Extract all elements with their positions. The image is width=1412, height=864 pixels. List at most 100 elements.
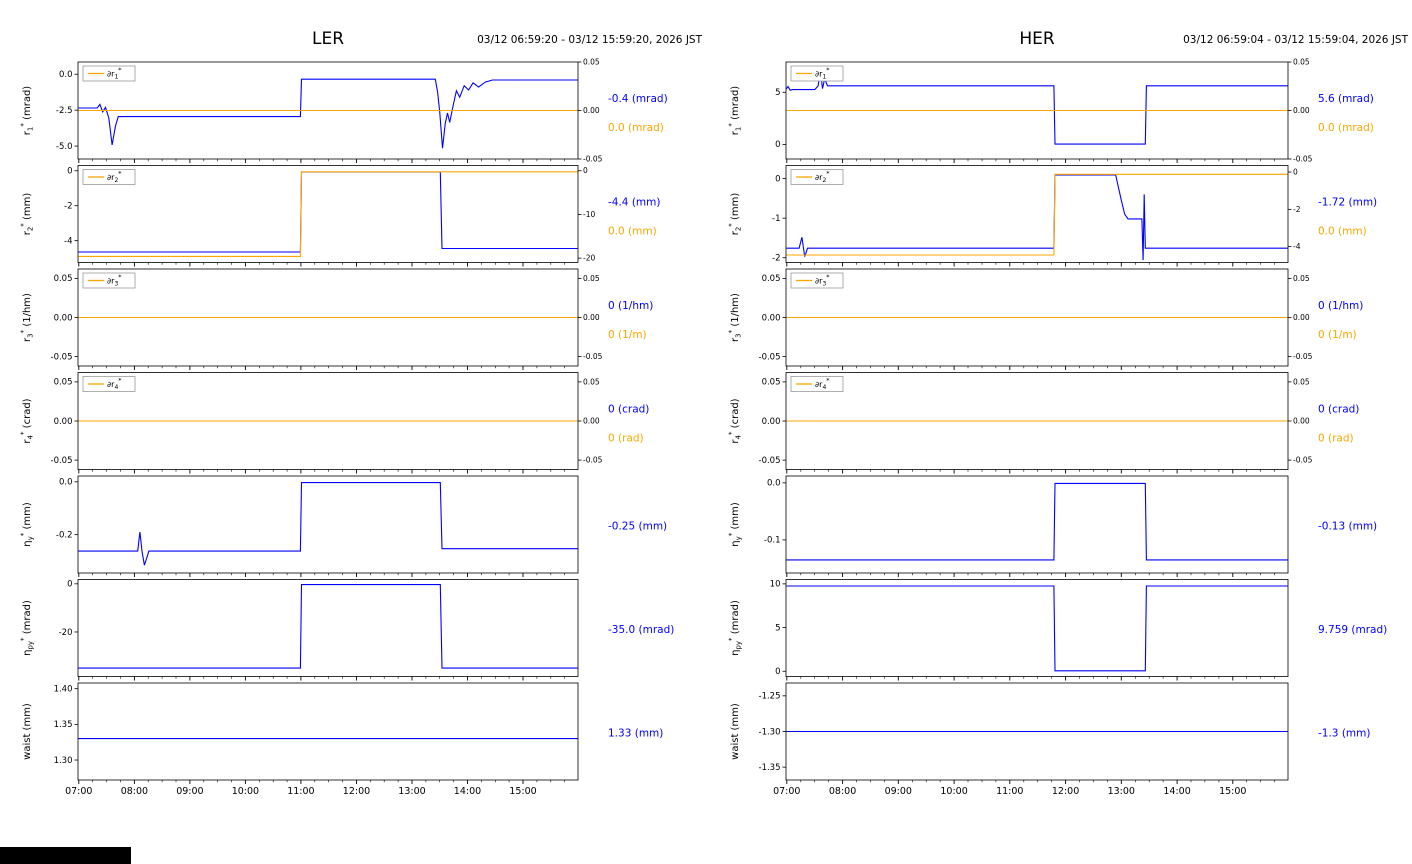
readout-value: 0 (1/hm) — [1318, 300, 1363, 312]
readout-value: -0.4 (mrad) — [608, 93, 668, 105]
series-group — [786, 69, 1288, 145]
legend-label: ∂r3* — [107, 273, 122, 288]
y-axis-label: waist (mm) — [730, 703, 741, 760]
y-axis-label: ηy* (mm) — [728, 502, 743, 547]
ler-plot-r2: 0 -2 -4 0 -10 -20 ∂r2* r2* (mm) -4.4 (mm) 0.0 (mm… — [20, 165, 660, 267]
plot-bg — [78, 476, 578, 573]
legend-box — [790, 65, 844, 82]
y-axis-label: ηpy* (mrad) — [20, 600, 35, 656]
series-group — [786, 173, 1288, 261]
series-line-eta-py-star — [786, 585, 1288, 672]
right-tick-label: 0.05 — [1293, 274, 1310, 283]
series-line-eta-y-star — [786, 482, 1288, 561]
legend: ∂r4* — [790, 376, 844, 392]
y-tick-label: 0.00 — [762, 313, 781, 323]
y-tick-label: -1.30 — [759, 727, 781, 737]
right-tick-label: 0 — [583, 166, 588, 175]
y-axis-label: r4* (crad) — [728, 398, 743, 443]
x-tick-label: 11:00 — [287, 786, 314, 797]
right-tick-label: 0 — [1293, 168, 1298, 177]
right-tick-label: 0.00 — [583, 106, 600, 115]
ler-plot-eta-py: 0 -20 ηpy* (mrad) -35.0 (mrad) — [20, 579, 674, 681]
x-tick-label: 09:00 — [885, 786, 912, 797]
readout-value: 0 (crad) — [1318, 403, 1359, 415]
series-group — [78, 482, 578, 566]
y-tick-label: 0.05 — [54, 274, 73, 284]
plot-frame — [785, 165, 1289, 263]
y-axis-label: r3* (1/hm) — [728, 293, 743, 342]
ler-plot-r4: 0.05 0.00 -0.05 0.05 0.00 -0.05 ∂r4* r4* (crad)… — [20, 372, 649, 474]
readout-value: -1.72 (mm) — [1318, 196, 1377, 208]
y-tick-label: 0 — [775, 140, 780, 150]
y-tick-label: -2.5 — [56, 106, 73, 116]
series-group — [78, 584, 578, 669]
x-tick-label: 14:00 — [454, 786, 481, 797]
right-tick-label: 0.05 — [1293, 58, 1310, 67]
plot-frame — [77, 165, 579, 263]
legend-label: ∂r1* — [815, 66, 830, 81]
right-tick-label: -10 — [583, 210, 595, 219]
y-tick-label: 0.05 — [762, 274, 781, 284]
legend-box — [82, 272, 136, 289]
y-tick-label: -1 — [772, 214, 780, 224]
y-tick-label: 0.00 — [54, 313, 73, 323]
y-axis-label: ηpy* (mrad) — [728, 600, 743, 656]
y-tick-label: 0 — [775, 174, 780, 184]
right-tick-label: -20 — [583, 254, 595, 263]
legend-label: ∂r1* — [107, 66, 122, 81]
readout-value: 0.0 (mm) — [1318, 225, 1367, 237]
x-ticks — [786, 159, 1275, 163]
legend-box — [82, 376, 136, 392]
readout-value: 0 (1/m) — [1318, 329, 1357, 341]
plot-frame — [785, 579, 1289, 677]
x-ticks — [78, 676, 566, 681]
y-tick-label: 0 — [775, 667, 780, 677]
readout-value: 0 (1/m) — [608, 329, 647, 341]
legend-label: ∂r3* — [815, 273, 830, 288]
y-tick-label: -4 — [64, 236, 72, 246]
readout-value: 0 (rad) — [608, 432, 644, 444]
y-tick-label: -0.05 — [759, 352, 781, 362]
legend: ∂r1* — [82, 65, 136, 82]
right-tick-label: 0.05 — [1293, 377, 1310, 386]
y-tick-label: -0.05 — [759, 456, 781, 466]
x-ticks — [786, 676, 1275, 681]
x-tick-label: 07:00 — [65, 786, 92, 797]
plot-frame — [785, 475, 1289, 574]
series-group — [78, 171, 578, 257]
x-ticks — [78, 366, 566, 370]
series-line-dr2 — [786, 173, 1288, 256]
x-ticks — [786, 780, 1275, 784]
y-tick-label: 0.0 — [767, 479, 781, 489]
y-tick-label: 0 — [67, 580, 72, 590]
ler-plot-r1: 0.0 -2.5 -5.0 0.05 0.00 -0.05 ∂r1* r1* (mrad) -0… — [20, 58, 668, 164]
series-line-r1-star — [78, 78, 578, 149]
legend-box — [82, 169, 136, 185]
y-axis-label: r4* (crad) — [20, 398, 35, 443]
x-tick-label: 09:00 — [176, 786, 203, 797]
y-tick-label: -0.2 — [56, 530, 73, 540]
panel-title-her: HER — [1019, 29, 1055, 49]
y-tick-label: 0 — [67, 167, 72, 177]
series-group — [786, 482, 1288, 561]
her-plot-r4: 0.05 0.00 -0.05 0.05 0.00 -0.05 ∂r4* r4* (crad)… — [728, 372, 1359, 474]
right-tick-label: 0.00 — [1293, 106, 1310, 115]
ler-plot-waist: 1.40 1.35 1.30 waist (mm) 1.33 (mm) 07:00 08:0… — [22, 682, 663, 797]
x-ticks — [786, 573, 1275, 577]
time-range-ler: 03/12 06:59:20 - 03/12 15:59:20, 2026 JS… — [477, 34, 702, 46]
her-plot-r3: 0.05 0.00 -0.05 0.05 0.00 -0.05 ∂r3* r3* (1/hm)… — [728, 268, 1363, 370]
right-tick-label: -4 — [1293, 242, 1301, 251]
readout-value: 5.6 (mrad) — [1318, 93, 1374, 105]
y-tick-label: 0.05 — [762, 378, 781, 388]
x-tick-label: 15:00 — [509, 786, 536, 797]
x-tick-label: 14:00 — [1163, 786, 1190, 797]
right-tick-label: 0.05 — [583, 274, 600, 283]
her-plot-r2: 0 -1 -2 0 -2 -4 ∂r2* r2* (mm) -1.72 (mm) 0.0 (mm) — [728, 165, 1377, 267]
x-tick-label: 12:00 — [1052, 786, 1079, 797]
readout-value: -4.4 (mm) — [608, 196, 660, 208]
y-tick-label: -2 — [772, 254, 780, 264]
y-axis-label: waist (mm) — [22, 703, 33, 760]
right-tick-label: 0.05 — [583, 58, 600, 67]
x-ticks — [786, 469, 1275, 474]
